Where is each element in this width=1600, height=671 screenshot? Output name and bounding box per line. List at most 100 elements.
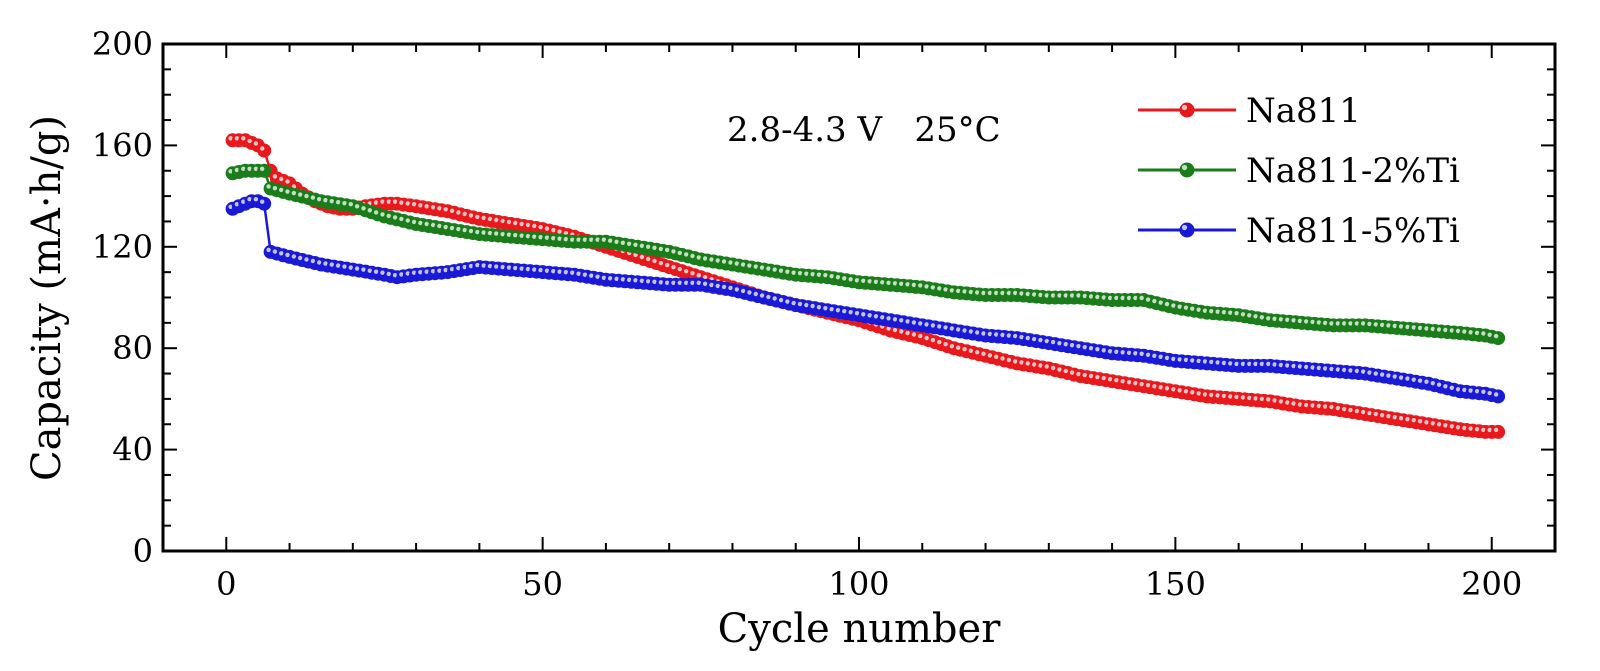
data-point-highlight (1253, 314, 1258, 319)
data-point-highlight (1323, 404, 1328, 409)
data-point-highlight (1183, 389, 1189, 394)
data-point-highlight (1310, 319, 1315, 325)
data-point-highlight (1361, 369, 1366, 374)
data-point-highlight (1361, 409, 1366, 415)
legend-entry: Na811 (1138, 91, 1361, 131)
data-point-highlight (1215, 309, 1220, 314)
data-point-highlight (1398, 324, 1404, 329)
data-point-highlight (1266, 361, 1271, 367)
data-point-highlight (570, 237, 575, 242)
data-point-highlight (1095, 294, 1100, 300)
data-point-highlight (1342, 406, 1347, 412)
data-point-highlight (348, 202, 353, 207)
data-point-highlight (1202, 308, 1208, 313)
data-point-highlight (627, 277, 632, 282)
data-point-highlight (899, 318, 904, 323)
data-point-highlight (582, 237, 588, 242)
data-point-highlight (1373, 411, 1379, 417)
data-point-highlight (449, 225, 455, 231)
data-point-highlight (551, 269, 556, 274)
data-point-highlight (873, 314, 879, 319)
data-point-highlight (373, 210, 379, 215)
data-point-highlight (1114, 349, 1119, 354)
data-point-highlight (304, 193, 309, 199)
data-point-highlight (1253, 361, 1258, 367)
data-point-highlight (1101, 375, 1107, 381)
x-tick-label: 0 (216, 565, 236, 603)
data-point-highlight (1285, 363, 1290, 368)
data-point-highlight (766, 294, 771, 300)
data-point-highlight (1462, 387, 1467, 393)
data-point-highlight (608, 238, 613, 243)
data-point-highlight (1335, 405, 1341, 411)
data-point-highlight (405, 201, 410, 206)
data-point-highlight (1050, 293, 1056, 298)
data-point-highlight (1335, 321, 1341, 326)
data-point-highlight (563, 230, 569, 236)
data-point-highlight (1126, 380, 1132, 385)
data-point-highlight (1392, 323, 1398, 329)
data-point-highlight (1107, 295, 1113, 301)
data-point-highlight (1076, 293, 1081, 298)
data-point-highlight (260, 146, 265, 151)
y-tick-label: 200 (92, 25, 153, 63)
data-point-highlight (1152, 298, 1157, 304)
data-point-highlight (411, 202, 417, 207)
data-point-highlight (1392, 374, 1398, 379)
data-point-highlight (1076, 371, 1081, 377)
data-point-highlight (639, 278, 645, 283)
data-point-highlight (880, 315, 885, 320)
data-point-highlight (1209, 309, 1214, 314)
data-point-highlight (614, 239, 619, 244)
data-point-highlight (234, 136, 240, 141)
data-point-highlight (500, 218, 505, 224)
data-point-highlight (475, 262, 480, 268)
data-point-highlight (1462, 425, 1467, 431)
data-point-highlight (1095, 374, 1100, 380)
data-point-highlight (994, 332, 999, 337)
data-point-highlight (1386, 414, 1391, 419)
data-point-highlight (1323, 366, 1328, 371)
data-point-highlight (848, 277, 853, 282)
data-point-highlight (709, 282, 714, 288)
data-point-highlight (937, 339, 942, 345)
data-point-highlight (1000, 332, 1005, 338)
data-point-highlight (1354, 368, 1360, 374)
data-point-highlight (1386, 373, 1391, 378)
data-point-highlight (1234, 394, 1239, 400)
data-point-highlight (272, 186, 278, 191)
data-point-highlight (1392, 415, 1398, 420)
data-point-highlight (854, 278, 860, 283)
data-point-highlight (924, 322, 929, 327)
legend-label: Na811-5%Ti (1246, 211, 1460, 251)
data-point-highlight (367, 208, 372, 213)
data-point-highlight (1101, 295, 1107, 300)
data-point-highlight (665, 247, 670, 253)
data-point-highlight (538, 267, 543, 273)
data-point-highlight (462, 227, 467, 233)
data-point-highlight (1057, 293, 1062, 298)
data-point-highlight (519, 233, 524, 238)
data-point-highlight (1297, 364, 1303, 369)
data-point-highlight (367, 268, 372, 273)
data-point-highlight (506, 232, 512, 237)
data-point-highlight (418, 203, 423, 208)
data-point-highlight (1354, 321, 1360, 326)
data-point-highlight (962, 328, 967, 333)
data-point-highlight (905, 282, 910, 287)
data-point-highlight (228, 204, 233, 209)
data-point-highlight (373, 269, 379, 274)
data-point-highlight (949, 344, 955, 349)
data-point-highlight (1190, 390, 1195, 395)
data-point-highlight (949, 326, 955, 331)
data-point-highlight (1266, 397, 1271, 402)
data-point-highlight (728, 260, 733, 265)
data-point-highlight (842, 309, 847, 314)
data-point-highlight (753, 264, 758, 269)
data-point-highlight (386, 199, 391, 204)
data-point-highlight (721, 284, 727, 290)
data-point-highlight (1291, 401, 1296, 406)
data-point-highlight (456, 226, 461, 232)
data-point-highlight (443, 224, 448, 230)
data-point-highlight (1164, 301, 1170, 307)
